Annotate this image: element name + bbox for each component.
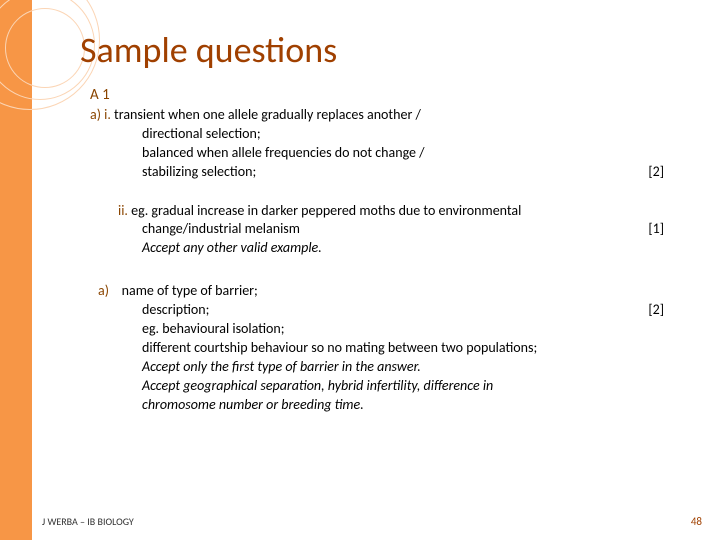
accent-sidebar — [0, 0, 32, 540]
part-a-i: a) i. transient when one allele graduall… — [90, 106, 700, 182]
label-i: i. — [104, 106, 111, 123]
label-b-a: a) — [98, 282, 109, 299]
part-b: a) name of type of barrier; description;… — [90, 282, 700, 414]
b-line6: Accept geographical separation, hybrid i… — [90, 377, 700, 396]
aii-line3: Accept any other valid example. — [90, 239, 700, 258]
ai-marks: [2] — [648, 163, 664, 182]
b-line1: name of type of barrier; — [122, 282, 258, 299]
page-title: Sample questions — [80, 28, 700, 72]
b-marks: [2] — [648, 301, 664, 320]
section-label: A 1 — [90, 86, 700, 104]
footer-text: J WERBA – IB BIOLOGY — [42, 515, 134, 528]
aii-marks: [1] — [648, 220, 664, 239]
part-a-ii: ii. eg. gradual increase in darker peppe… — [90, 202, 700, 259]
label-ii: ii. — [118, 202, 128, 219]
b-line4: different courtship behaviour so no mati… — [90, 339, 700, 358]
ai-line4: stabilizing selection; — [142, 163, 256, 180]
aii-line1: eg. gradual increase in darker peppered … — [131, 202, 521, 219]
b-line2: description; — [142, 301, 209, 318]
b-line7: chromosome number or breeding time. — [90, 396, 700, 415]
b-line5: Accept only the first type of barrier in… — [90, 358, 700, 377]
b-line3: eg. behavioural isolation; — [90, 320, 700, 339]
ai-line3: balanced when allele frequencies do not … — [90, 144, 700, 163]
slide-content: Sample questions A 1 a) i. transient whe… — [32, 0, 720, 540]
page-number: 48 — [691, 515, 702, 528]
aii-line2: change/industrial melanism — [142, 220, 300, 237]
label-a: a) — [90, 106, 101, 123]
ai-line2: directional selection; — [90, 125, 700, 144]
ai-line1: transient when one allele gradually repl… — [114, 106, 421, 123]
